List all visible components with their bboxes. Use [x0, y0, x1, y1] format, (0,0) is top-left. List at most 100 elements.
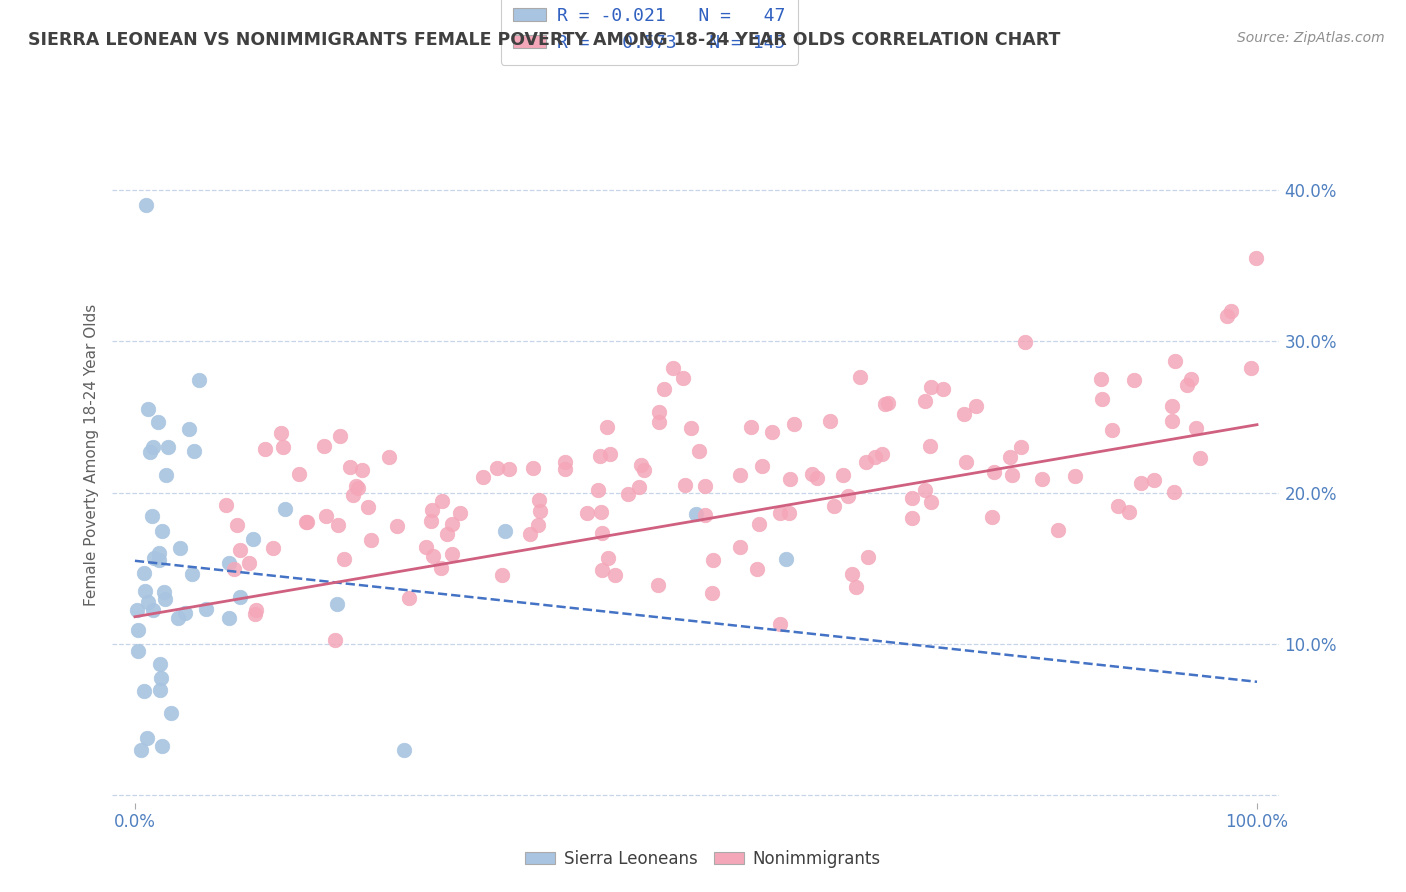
Point [245, 603, 267, 617]
Point [491, 567, 513, 582]
Point [420, 514, 443, 528]
Point [673, 477, 696, 491]
Point [155, 592, 177, 607]
Point [841, 567, 863, 582]
Point [554, 455, 576, 469]
Point [127, 643, 149, 657]
Point [775, 552, 797, 566]
Point [134, 566, 156, 581]
Point [1185, 421, 1208, 435]
Point [688, 444, 710, 458]
Point [845, 580, 868, 594]
Point [818, 414, 841, 428]
Text: Source: ZipAtlas.com: Source: ZipAtlas.com [1237, 31, 1385, 45]
Point [983, 465, 1005, 479]
Point [806, 471, 828, 485]
Point [229, 543, 252, 558]
Y-axis label: Female Poverty Among 18-24 Year Olds: Female Poverty Among 18-24 Year Olds [83, 304, 98, 606]
Point [901, 491, 924, 505]
Point [153, 585, 176, 599]
Point [146, 416, 169, 430]
Point [1031, 472, 1053, 486]
Point [226, 517, 249, 532]
Point [339, 460, 361, 475]
Point [181, 566, 204, 581]
Point [740, 420, 762, 434]
Point [576, 506, 599, 520]
Point [685, 507, 707, 521]
Point [647, 578, 669, 592]
Point [591, 563, 613, 577]
Point [955, 455, 977, 469]
Point [1101, 423, 1123, 437]
Point [149, 657, 172, 671]
Point [672, 370, 695, 384]
Point [273, 441, 295, 455]
Point [769, 506, 792, 520]
Point [603, 568, 626, 582]
Point [589, 505, 612, 519]
Point [142, 551, 165, 566]
Point [1240, 361, 1263, 376]
Point [914, 483, 936, 497]
Point [357, 500, 380, 515]
Point [342, 488, 364, 502]
Point [652, 382, 675, 396]
Point [169, 541, 191, 556]
Point [195, 602, 218, 616]
Point [599, 447, 621, 461]
Point [920, 380, 942, 394]
Point [333, 552, 356, 566]
Point [702, 586, 724, 600]
Point [167, 611, 190, 625]
Point [229, 590, 252, 604]
Point [832, 468, 855, 483]
Point [494, 524, 516, 538]
Point [1189, 450, 1212, 465]
Point [1161, 399, 1184, 413]
Point [855, 455, 877, 469]
Point [183, 443, 205, 458]
Point [856, 549, 879, 564]
Point [326, 597, 349, 611]
Point [430, 561, 453, 575]
Point [519, 526, 541, 541]
Point [1001, 468, 1024, 483]
Point [596, 550, 619, 565]
Point [627, 480, 650, 494]
Point [1014, 335, 1036, 350]
Point [823, 499, 845, 513]
Point [527, 493, 550, 508]
Point [179, 422, 201, 436]
Point [1091, 392, 1114, 406]
Point [1010, 440, 1032, 454]
Point [262, 541, 284, 556]
Point [142, 440, 165, 454]
Point [693, 479, 716, 493]
Point [779, 472, 801, 486]
Point [160, 706, 183, 721]
Point [870, 447, 893, 461]
Point [136, 402, 159, 417]
Point [127, 623, 149, 637]
Point [998, 450, 1021, 464]
Point [965, 399, 987, 413]
Point [129, 743, 152, 757]
Point [591, 525, 613, 540]
Point [440, 517, 463, 532]
Point [589, 450, 612, 464]
Point [157, 440, 180, 454]
Point [865, 450, 887, 464]
Point [648, 415, 671, 429]
Point [1130, 476, 1153, 491]
Point [1163, 485, 1185, 500]
Point [149, 682, 172, 697]
Point [471, 470, 494, 484]
Point [554, 462, 576, 476]
Point [138, 445, 160, 459]
Point [148, 553, 170, 567]
Point [430, 494, 453, 508]
Point [1090, 372, 1112, 386]
Point [586, 483, 609, 498]
Point [730, 467, 752, 482]
